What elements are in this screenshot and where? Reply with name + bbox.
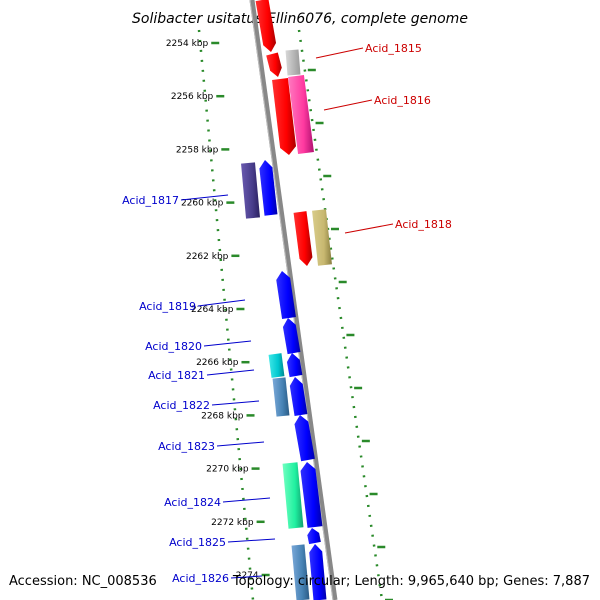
tick-label: 2258 kbp — [176, 145, 219, 155]
gene-leader-line — [216, 441, 265, 447]
tick-label: 2272 kbp — [211, 518, 254, 528]
gene-feature[interactable] — [291, 544, 310, 600]
gene-label-acid-1817[interactable]: Acid_1817 — [122, 194, 179, 207]
gene-label-lines: Acid_1815 Acid_1816 Acid_1817 Acid_1818 Acid… — [122, 42, 452, 585]
map-title: Solibacter usitatus Ellin6076, complete … — [132, 11, 468, 27]
gene-features — [241, 0, 332, 600]
gene-leader-line — [203, 340, 252, 347]
tick-marks: 2254 kbp 2256 kbp 2258 kbp 2260 kbp 2262 kbp… — [166, 39, 270, 581]
gene-feature[interactable] — [266, 52, 282, 77]
gene-label-acid-1825[interactable]: Acid_1825 — [169, 536, 226, 549]
gene-feature[interactable] — [276, 271, 296, 320]
gene-label-acid-1822[interactable]: Acid_1822 — [153, 399, 210, 412]
gene-feature[interactable] — [285, 49, 301, 76]
gene-feature[interactable] — [300, 462, 323, 528]
outer-ring-ticks — [307, 68, 393, 600]
tick-label: 2254 kbp — [166, 39, 209, 49]
gene-leader-line — [227, 538, 276, 543]
gene-label-acid-1818[interactable]: Acid_1818 — [395, 218, 452, 231]
gene-label-acid-1819[interactable]: Acid_1819 — [139, 300, 196, 313]
gene-feature[interactable] — [282, 318, 301, 355]
gene-leader-line — [206, 369, 255, 376]
accession-text: Accession: NC_008536 — [9, 574, 157, 589]
tick-label: 2266 kbp — [196, 358, 239, 368]
gene-label-acid-1820[interactable]: Acid_1820 — [145, 340, 202, 353]
gene-leader-line — [180, 194, 229, 201]
tick-label: 2274 — [236, 571, 259, 581]
gene-leader-line — [197, 299, 246, 307]
gene-feature[interactable] — [294, 415, 315, 462]
gene-leader-line — [323, 99, 373, 111]
tick-label: 2268 kbp — [201, 411, 244, 421]
gene-label-acid-1815[interactable]: Acid_1815 — [365, 42, 422, 55]
inner-ring — [197, 29, 255, 600]
tick-label: 2264 kbp — [191, 305, 234, 315]
gene-feature[interactable] — [312, 209, 332, 266]
gene-label-acid-1821[interactable]: Acid_1821 — [148, 369, 205, 382]
gene-label-acid-1816[interactable]: Acid_1816 — [374, 94, 431, 107]
gene-feature[interactable] — [288, 74, 314, 155]
gene-feature[interactable] — [272, 377, 290, 417]
gene-label-acid-1823[interactable]: Acid_1823 — [158, 440, 215, 453]
gene-leader-line — [344, 223, 394, 234]
gene-feature[interactable] — [272, 78, 297, 155]
tick-label: 2256 kbp — [171, 92, 214, 102]
tick-label: 2270 kbp — [206, 465, 249, 475]
gene-label-acid-1824[interactable]: Acid_1824 — [164, 496, 221, 509]
gene-feature[interactable] — [289, 377, 308, 417]
tick-label: 2262 kbp — [186, 252, 229, 262]
gene-leader-line — [315, 47, 364, 59]
gene-feature[interactable] — [307, 528, 321, 545]
gene-feature[interactable] — [309, 544, 327, 600]
gene-leader-line — [222, 497, 271, 503]
gene-feature[interactable] — [268, 353, 285, 378]
gene-leader-line — [230, 575, 263, 579]
gene-feature[interactable] — [241, 162, 260, 219]
gene-feature[interactable] — [282, 462, 304, 529]
gene-label-acid-1826[interactable]: Acid_1826 — [172, 572, 229, 585]
genome-backbone — [249, 0, 338, 600]
outer-ring — [297, 29, 384, 600]
genome-stats-text: Topology: circular; Length: 9,965,640 bp… — [232, 574, 590, 589]
gene-feature[interactable] — [259, 160, 278, 216]
gene-feature[interactable] — [293, 211, 313, 266]
gene-leader-line — [211, 400, 260, 406]
tick-label: 2260 kbp — [181, 199, 224, 209]
gene-feature[interactable] — [286, 353, 303, 378]
gene-feature[interactable] — [255, 0, 277, 52]
